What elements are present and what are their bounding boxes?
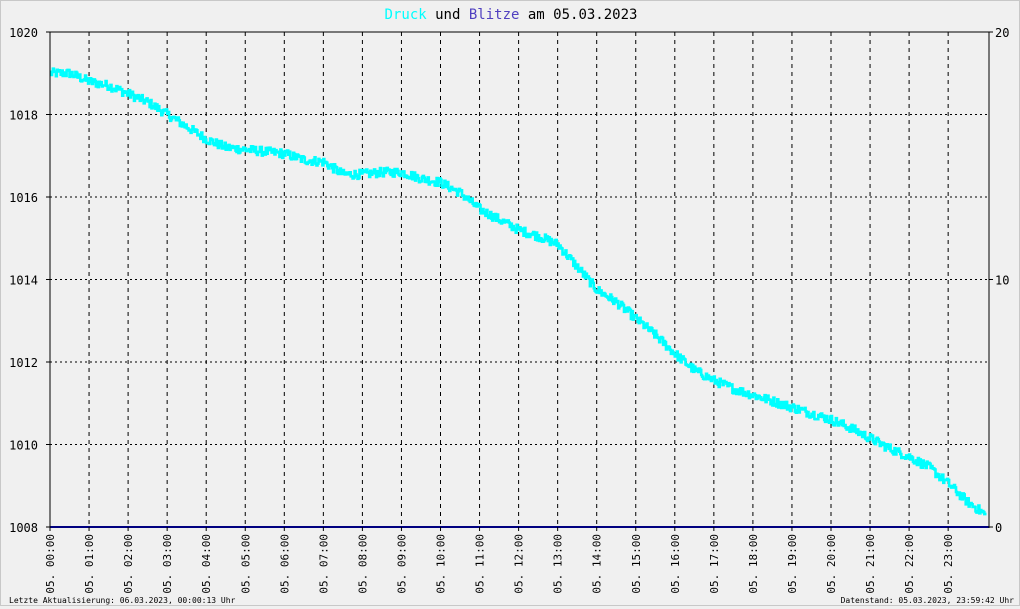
x-tick-label: 05. 01:00 [83,534,96,594]
x-tick-label: 05. 19:00 [786,534,799,594]
x-tick-label: 05. 12:00 [513,534,526,594]
x-tick-label: 05. 14:00 [591,534,604,594]
data-series [49,67,989,528]
y-left-tick-label: 1018 [9,109,38,123]
x-tick-label: 05. 13:00 [552,534,565,594]
chart-title: Druck und Blitze am 05.03.2023 [385,7,638,23]
y-right-tick-label: 20 [995,26,1009,40]
x-tick-label: 05. 09:00 [395,534,408,594]
x-tick-label: 05. 18:00 [747,534,760,594]
x-tick-label: 05. 20:00 [825,534,838,594]
x-tick-label: 05. 17:00 [708,534,721,594]
title-blitze: Blitze [469,7,520,23]
x-tick-label: 05. 23:00 [942,534,955,594]
footer-last-update: Letzte Aktualisierung: 06.03.2023, 00:00… [9,596,236,605]
x-tick-label: 05. 15:00 [630,534,643,594]
x-tick-label: 05. 16:00 [669,534,682,594]
y-left-tick-label: 1008 [9,521,38,535]
x-tick-label: 05. 11:00 [474,534,487,594]
x-tick-label: 05. 22:00 [903,534,916,594]
y-left-tick-label: 1020 [9,26,38,40]
tick-labels: 1020 1018 1016 1014 1012 1010 1008 20 10 0 05. 00:… [9,26,1009,594]
y-left-tick-label: 1014 [9,274,38,288]
x-tick-label: 05. 07:00 [317,534,330,594]
title-und: und [427,7,469,23]
x-tick-label: 05. 03:00 [161,534,174,594]
title-druck: Druck [385,7,428,23]
y-left-tick-label: 1010 [9,439,38,453]
axes [46,31,993,531]
title-date: am 05.03.2023 [519,7,637,23]
series-druck [49,67,987,516]
y-left-tick-label: 1016 [9,191,38,205]
y-left-tick-label: 1012 [9,356,38,370]
x-tick-label: 05. 08:00 [356,534,369,594]
x-tick-label: 05. 04:00 [200,534,213,594]
y-right-tick-label: 0 [995,521,1002,535]
footer-data-status: Datenstand: 05.03.2023, 23:59:42 Uhr [841,596,1015,605]
y-right-tick-label: 10 [995,274,1009,288]
x-tick-label: 05. 21:00 [864,534,877,594]
x-tick-label: 05. 06:00 [278,534,291,594]
x-tick-label: 05. 05:00 [239,534,252,594]
x-tick-label: 05. 02:00 [122,534,135,594]
x-tick-label: 05. 00:00 [44,534,57,594]
x-tick-label: 05. 10:00 [435,534,448,594]
grid-lines [50,32,989,527]
